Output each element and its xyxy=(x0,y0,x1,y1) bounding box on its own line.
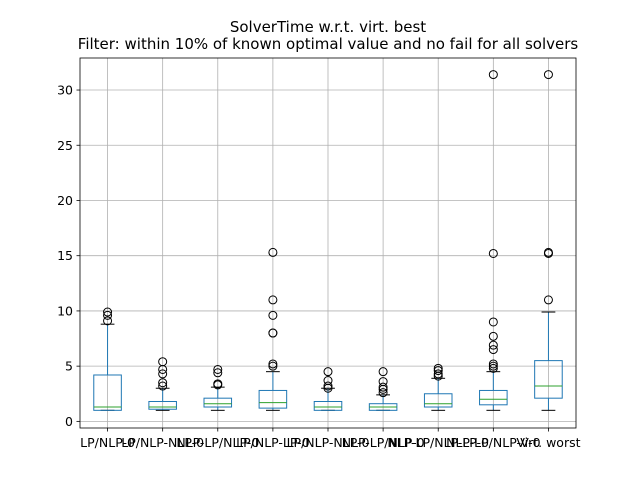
outlier-point xyxy=(268,361,278,371)
outlier-point xyxy=(268,359,278,369)
y-tick-label: 5 xyxy=(65,359,73,374)
outlier-point xyxy=(433,363,443,373)
outlier-point xyxy=(488,359,498,369)
iqr-box xyxy=(479,389,508,406)
outlier-point xyxy=(158,357,168,367)
box-series-6 xyxy=(368,367,398,411)
outlier-point xyxy=(433,369,443,379)
outlier-point xyxy=(268,310,278,320)
outlier-point xyxy=(103,316,113,326)
outlier-point xyxy=(543,247,553,257)
outlier-point xyxy=(378,377,388,387)
chart-subtitle: Filter: within 10% of known optimal valu… xyxy=(78,35,579,53)
outlier-point xyxy=(323,381,333,391)
y-axis-ticks: 0 5 10 15 20 25 30 xyxy=(57,83,80,429)
x-tick-label: NLP-LP/NLP-0 xyxy=(176,435,259,450)
y-tick-label: 25 xyxy=(57,138,73,153)
outlier-point xyxy=(213,364,223,374)
y-tick-label: 0 xyxy=(65,414,73,429)
x-axis-ticks: LP/NLP-0LP/NLP-NLP-0NLP-LP/NLP-0LP/NLP-L… xyxy=(80,428,581,450)
outlier-point xyxy=(433,366,443,376)
outlier-point xyxy=(378,388,388,398)
outlier-point xyxy=(488,331,498,341)
outlier-point xyxy=(213,368,223,378)
outlier-point xyxy=(213,379,223,389)
iqr-box xyxy=(423,393,453,408)
chart-title: SolverTime w.r.t. virt. best xyxy=(230,18,426,36)
outlier-point xyxy=(103,310,113,320)
box-series-8 xyxy=(479,70,508,411)
outlier-point xyxy=(158,369,168,379)
y-tick-label: 15 xyxy=(57,248,73,263)
box-layer xyxy=(93,70,563,411)
outlier-point xyxy=(268,295,278,305)
outlier-point xyxy=(488,361,498,371)
box-series-4 xyxy=(258,247,288,411)
outlier-point xyxy=(323,376,333,386)
outlier-point xyxy=(378,382,388,392)
iqr-box xyxy=(313,400,343,411)
x-tick-label: LP/NLP-0 xyxy=(80,435,135,450)
iqr-box xyxy=(93,374,122,411)
iqr-box xyxy=(534,360,563,399)
box-series-9 xyxy=(534,70,563,411)
outlier-point xyxy=(543,70,553,80)
iqr-box xyxy=(203,397,233,408)
box-series-5 xyxy=(313,367,343,411)
outlier-point xyxy=(488,317,498,327)
x-tick-label: LP/NLP-NLP-0 xyxy=(121,435,204,450)
outlier-point xyxy=(103,307,113,317)
x-tick-label: NLP-LP/NLP-LP-0 xyxy=(387,435,489,450)
x-tick-label: Virt. worst xyxy=(516,435,580,450)
outlier-point xyxy=(543,295,553,305)
outlier-point xyxy=(268,328,278,338)
outlier-point xyxy=(488,363,498,373)
outlier-point xyxy=(488,248,498,258)
outlier-point xyxy=(378,367,388,377)
x-tick-label: LP/NLP-NLP-0 xyxy=(287,435,370,450)
x-tick-label: LP/NLP-LP-0 xyxy=(236,435,310,450)
outlier-point xyxy=(158,381,168,391)
outlier-point xyxy=(268,247,278,257)
box-series-7 xyxy=(423,363,453,411)
outlier-point xyxy=(158,378,168,388)
iqr-box xyxy=(148,400,177,410)
x-tick-label: NLP-LP/NLP-V-0 xyxy=(446,435,540,450)
outlier-point xyxy=(488,345,498,355)
y-tick-label: 20 xyxy=(57,193,73,208)
box-series-1 xyxy=(93,307,122,411)
outlier-point xyxy=(488,340,498,350)
iqr-box xyxy=(258,389,288,409)
outlier-point xyxy=(323,367,333,377)
y-tick-label: 30 xyxy=(57,83,73,98)
box-series-3 xyxy=(203,364,233,411)
box-series-2 xyxy=(148,357,177,411)
y-tick-label: 10 xyxy=(57,303,73,318)
outlier-point xyxy=(488,70,498,80)
x-tick-label: NLP-LP/NLP-0 xyxy=(342,435,425,450)
